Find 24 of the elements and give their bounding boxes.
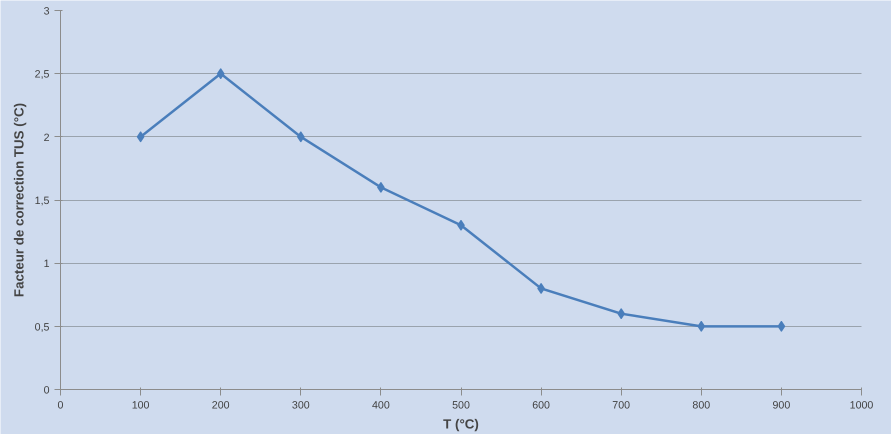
point	[296, 131, 305, 142]
x-tick-label: 700	[612, 400, 630, 412]
x-tick-label: 300	[292, 400, 310, 412]
y-tick-label: 2,5	[34, 68, 50, 81]
point	[617, 308, 626, 320]
x-tick-label: 400	[372, 400, 390, 412]
x-tick-label: 500	[452, 400, 470, 412]
y-tick-label: 0,5	[34, 321, 50, 334]
x-tick-label: 900	[772, 400, 790, 412]
point	[697, 320, 706, 332]
x-tick-label: 200	[212, 400, 230, 412]
x-tick-label: 600	[532, 400, 550, 412]
x-tick-label: 100	[132, 400, 150, 412]
y-tick-label: 1	[44, 258, 50, 270]
y-tick-label: 1,5	[34, 195, 50, 207]
y-tick-label: 3	[44, 6, 50, 18]
y-tick-label: 2	[44, 132, 50, 144]
y-tick-label: 0	[44, 384, 50, 396]
x-tick-label: 800	[692, 400, 710, 412]
x-tick-label: 0	[58, 400, 64, 412]
x-axis-title: T (°C)	[443, 416, 479, 432]
y-axis-title: Facteur de correction TUS (°C)	[12, 102, 27, 298]
x-tick-label: 1000	[850, 400, 874, 412]
point	[216, 68, 225, 80]
